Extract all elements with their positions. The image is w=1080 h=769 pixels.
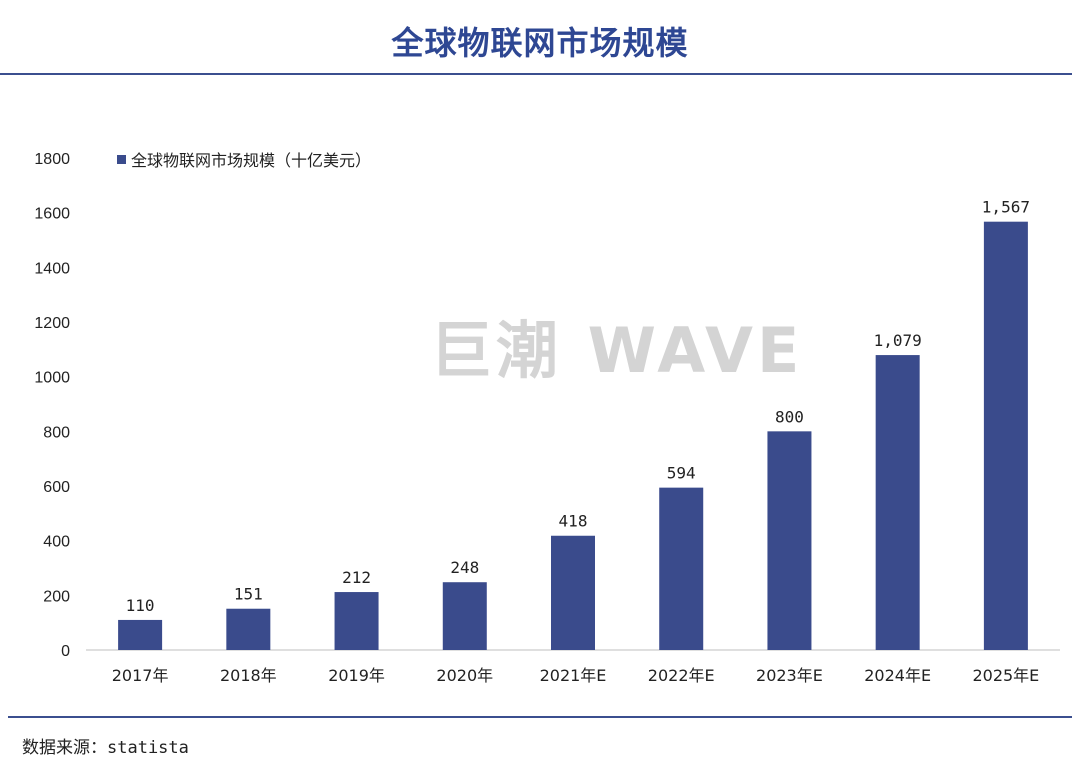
data-label: 212 [342,568,371,587]
x-tick-label: 2024年E [864,666,931,685]
bar [551,535,595,650]
bar [983,221,1028,651]
data-label: 1,079 [874,331,922,350]
bar [875,355,920,650]
bar [226,608,271,650]
data-label: 418 [559,512,588,531]
legend-label: 全球物联网市场规模（十亿美元） [131,151,371,170]
source-note: 数据来源：statista [22,738,189,758]
title-divider [0,73,1072,75]
data-label: 1,567 [982,198,1030,217]
data-label: 800 [775,407,804,426]
bar [659,487,704,650]
data-label: 110 [126,596,155,615]
data-label: 248 [450,558,479,577]
y-tick-label: 400 [43,534,70,551]
page-title: 全球物联网市场规模 [391,24,689,62]
x-tick-label: 2025年E [972,666,1039,685]
bar [118,619,163,650]
x-tick-label: 2018年 [220,666,277,685]
x-tick-label: 2020年 [436,666,493,685]
y-tick-label: 800 [43,424,70,441]
y-tick-label: 1200 [34,315,70,332]
y-tick-label: 200 [43,588,70,605]
data-label: 151 [234,585,263,604]
data-label: 594 [667,464,696,483]
x-tick-label: 2017年 [112,666,169,685]
y-tick-label: 1800 [34,151,70,168]
y-tick-label: 1000 [34,370,70,387]
x-tick-label: 2023年E [756,666,823,685]
x-tick-label: 2019年 [328,666,385,685]
x-tick-label: 2022年E [648,666,715,685]
bar [767,431,812,650]
bar [442,582,487,650]
y-tick-label: 1600 [34,206,70,223]
watermark: 巨潮 WAVE [430,314,804,387]
bar [334,592,379,650]
y-tick-label: 0 [61,643,70,660]
x-tick-label: 2021年E [540,666,607,685]
y-tick-label: 1400 [34,260,70,277]
y-tick-label: 600 [43,479,70,496]
legend-swatch [117,155,126,164]
footer-divider [8,716,1072,718]
